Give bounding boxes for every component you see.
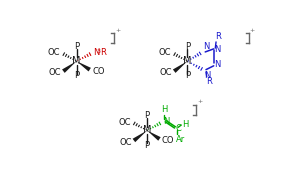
Text: M: M — [143, 125, 151, 136]
Polygon shape — [173, 61, 187, 73]
Text: M: M — [183, 56, 192, 66]
Text: H: H — [182, 120, 188, 129]
Polygon shape — [147, 130, 161, 141]
Polygon shape — [62, 61, 77, 73]
Text: OC: OC — [159, 48, 171, 57]
Polygon shape — [77, 61, 91, 71]
Text: 3: 3 — [97, 49, 101, 54]
Text: N: N — [93, 48, 99, 57]
Text: Ar: Ar — [176, 135, 185, 144]
Text: OC: OC — [118, 118, 131, 126]
Text: C: C — [176, 124, 182, 133]
Text: M: M — [72, 56, 81, 66]
Text: N: N — [215, 60, 221, 69]
Text: N: N — [215, 45, 221, 54]
Text: P: P — [74, 42, 79, 51]
Text: P: P — [144, 111, 150, 120]
Text: R: R — [206, 77, 212, 86]
Text: OC: OC — [119, 138, 132, 146]
Text: P: P — [144, 141, 150, 150]
Text: OC: OC — [48, 48, 60, 57]
Text: H: H — [161, 105, 167, 114]
Text: CO: CO — [92, 67, 105, 76]
Text: N: N — [204, 71, 211, 80]
Text: OC: OC — [160, 68, 172, 77]
Polygon shape — [133, 130, 147, 142]
Text: N: N — [163, 117, 170, 126]
Text: OC: OC — [48, 68, 61, 77]
Text: P: P — [185, 42, 190, 51]
Text: N: N — [203, 42, 209, 51]
Text: R: R — [215, 32, 221, 41]
Text: R: R — [100, 48, 106, 57]
Text: P: P — [74, 71, 79, 80]
Text: +: + — [197, 99, 202, 104]
Text: +: + — [250, 28, 255, 33]
Text: P: P — [185, 71, 190, 80]
Text: CO: CO — [162, 136, 174, 145]
Text: +: + — [115, 28, 120, 33]
